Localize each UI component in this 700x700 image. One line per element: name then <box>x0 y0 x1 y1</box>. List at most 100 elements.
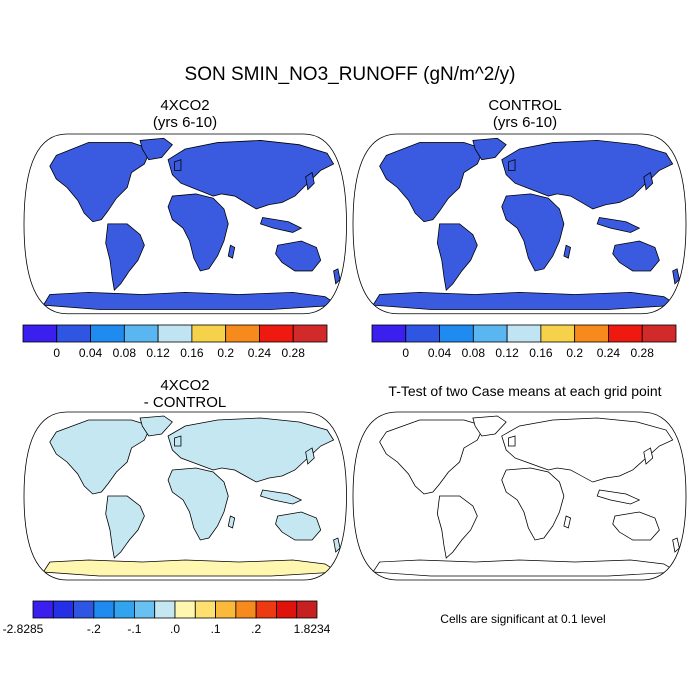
panel-title-difference: 4XCO2 <box>160 377 210 394</box>
colorbar-4xco2-box <box>56 324 91 343</box>
continent-antarctica <box>372 291 679 310</box>
colorbar-control-label: 0.28 <box>631 346 655 360</box>
colorbar-control-box <box>540 324 576 343</box>
panel-subtitle-difference: - CONTROL <box>143 394 227 411</box>
colorbar-difference-box <box>93 600 115 619</box>
continent-samerica <box>436 223 478 292</box>
continent-australia <box>275 511 322 541</box>
colorbar-difference-label: 1.8234 <box>294 622 331 636</box>
map-border <box>23 133 347 315</box>
grid-cell <box>674 426 679 431</box>
colorbar-difference-label: -.2 <box>87 622 101 636</box>
colorbar-4xco2-label: 0.04 <box>79 346 103 360</box>
continent-samerica <box>105 223 145 292</box>
panel-subtitle-4xco2: (yrs 6-10) <box>152 114 218 131</box>
continent-uk <box>508 435 516 447</box>
continent-uk <box>508 159 516 171</box>
map-border <box>352 411 687 581</box>
colorbar-4xco2-box <box>123 324 159 343</box>
continent-australia <box>612 240 660 272</box>
continent-japan <box>643 447 654 465</box>
colorbar-control-box <box>641 324 677 343</box>
colorbar-difference-box <box>296 600 318 619</box>
continent-indonesia <box>259 217 303 233</box>
figure-title: SON SMIN_NO3_RUNOFF (gN/m^2/y) <box>184 64 516 85</box>
colorbar-4xco2: 0 0.04 0.08 0.12 0.16 0.2 0.24 0.28 <box>22 324 328 360</box>
continent-australia <box>612 511 660 541</box>
colorbar-control-label: 0.04 <box>428 346 452 360</box>
colorbar-4xco2-box <box>90 324 125 343</box>
colorbar-difference-label: -.1 <box>127 622 141 636</box>
colorbar-control-box <box>574 324 609 343</box>
map-abs-control <box>352 133 687 315</box>
colorbar-difference-box <box>194 600 216 619</box>
colorbar-4xco2-label: 0.24 <box>248 346 272 360</box>
colorbar-control-label: 0.12 <box>495 346 519 360</box>
colorbar-control-box <box>472 324 508 343</box>
colorbar-4xco2-box <box>157 324 193 343</box>
map-ttest <box>352 411 687 581</box>
land-group <box>372 137 680 310</box>
colorbar-control-label: 0.2 <box>566 346 583 360</box>
colorbar-difference-label: .2 <box>251 622 261 636</box>
colorbar-difference: -2.8285 -.2 -.1 .0 .1 .2 1.8234 <box>3 600 331 636</box>
colorbar-difference-box <box>235 600 257 619</box>
continent-africa <box>501 193 565 272</box>
colorbar-4xco2-box <box>292 324 328 343</box>
continent-greenland <box>472 137 507 161</box>
colorbar-difference-box <box>73 600 95 619</box>
colorbar-control-box <box>371 324 407 343</box>
colorbar-difference-label: .0 <box>170 622 180 636</box>
panel-title-ttest: T-Test of two Case means at each grid po… <box>388 383 662 399</box>
continent-indonesia <box>259 489 303 505</box>
colorbar-4xco2-label: 0 <box>53 346 60 360</box>
continent-greenland <box>139 415 173 437</box>
continent-antarctica <box>42 291 340 310</box>
colorbar-difference-label: .1 <box>211 622 221 636</box>
colorbar-control-box <box>506 324 542 343</box>
colorbar-4xco2-label: 0.12 <box>146 346 170 360</box>
map-diff <box>23 411 347 581</box>
colorbar-control-label: 0 <box>402 346 409 360</box>
panel-subtitle-control: (yrs 6-10) <box>492 114 558 131</box>
colorbar-4xco2-box <box>225 324 260 343</box>
map-border <box>352 133 687 315</box>
colorbar-4xco2-box <box>191 324 227 343</box>
colorbar-control-label: 0.08 <box>462 346 486 360</box>
colorbar-4xco2-label: 0.16 <box>180 346 204 360</box>
colorbar-control-box <box>405 324 440 343</box>
map-border <box>23 411 347 581</box>
continent-greenland <box>139 137 173 161</box>
colorbar-difference-box <box>174 600 196 619</box>
map-abs-4xco2 <box>23 133 347 315</box>
continent-antarctica <box>42 559 340 577</box>
continent-africa <box>167 193 229 272</box>
continent-eurasia <box>167 417 335 483</box>
continent-japan <box>305 447 315 465</box>
continent-uk <box>174 435 182 447</box>
continent-uk <box>174 159 182 171</box>
colorbar-difference-box <box>32 600 54 619</box>
land-group <box>42 137 341 310</box>
panel-title-4xco2: 4XCO2 <box>160 97 210 114</box>
continent-madagascar <box>227 244 236 259</box>
colorbar-4xco2-box <box>259 324 294 343</box>
continent-samerica <box>436 495 478 559</box>
colorbar-control-box <box>439 324 474 343</box>
continent-africa <box>167 467 229 541</box>
continent-madagascar <box>227 515 236 529</box>
colorbar-control-label: 0.16 <box>529 346 553 360</box>
continent-indonesia <box>596 217 641 233</box>
continent-indonesia <box>596 489 641 505</box>
colorbar-control-label: 0.24 <box>597 346 621 360</box>
ttest-note: Cells are significant at 0.1 level <box>440 612 606 626</box>
land-group <box>42 415 341 577</box>
colorbar-control-box <box>608 324 643 343</box>
continent-eurasia <box>167 140 335 210</box>
colorbar-4xco2-label: 0.08 <box>113 346 137 360</box>
colorbar-control: 0 0.04 0.08 0.12 0.16 0.2 0.24 0.28 <box>371 324 677 360</box>
colorbar-difference-box <box>113 600 135 619</box>
colorbar-difference-label: -2.8285 <box>3 622 44 636</box>
